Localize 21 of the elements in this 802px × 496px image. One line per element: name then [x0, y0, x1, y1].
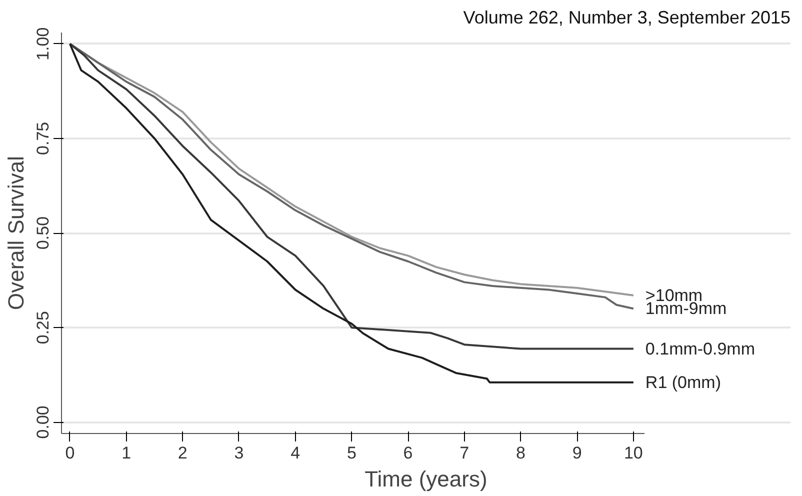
- series-label: 0.1mm-0.9mm: [645, 339, 756, 358]
- text: Volume 262, Number 3, September 2015: [463, 8, 791, 28]
- y-tick-label: 0.00: [34, 406, 52, 439]
- x-tick-label: 2: [178, 444, 188, 462]
- y-tick-label: 0.75: [34, 122, 52, 155]
- y-axis-title: Overall Survival: [4, 156, 28, 310]
- x-tick-label: 6: [403, 444, 413, 462]
- y-tick-label: 0.50: [34, 216, 52, 250]
- x-tick-label: 5: [346, 444, 356, 462]
- x-tick-label: 3: [234, 444, 244, 462]
- y-tick-label: 1.00: [34, 27, 52, 60]
- x-tick-label: 10: [624, 444, 643, 462]
- x-tick-label: 1: [122, 444, 132, 462]
- x-tick-label: 9: [572, 444, 582, 462]
- x-tick-label: 0: [65, 444, 75, 462]
- x-tick-label: 7: [460, 444, 470, 462]
- series-label: R1 (0mm): [645, 372, 721, 392]
- x-tick-label: 8: [516, 444, 526, 462]
- x-tick-label: 4: [290, 444, 300, 462]
- x-axis-title: Time (years): [364, 466, 488, 492]
- y-tick-label: 0.25: [34, 311, 52, 344]
